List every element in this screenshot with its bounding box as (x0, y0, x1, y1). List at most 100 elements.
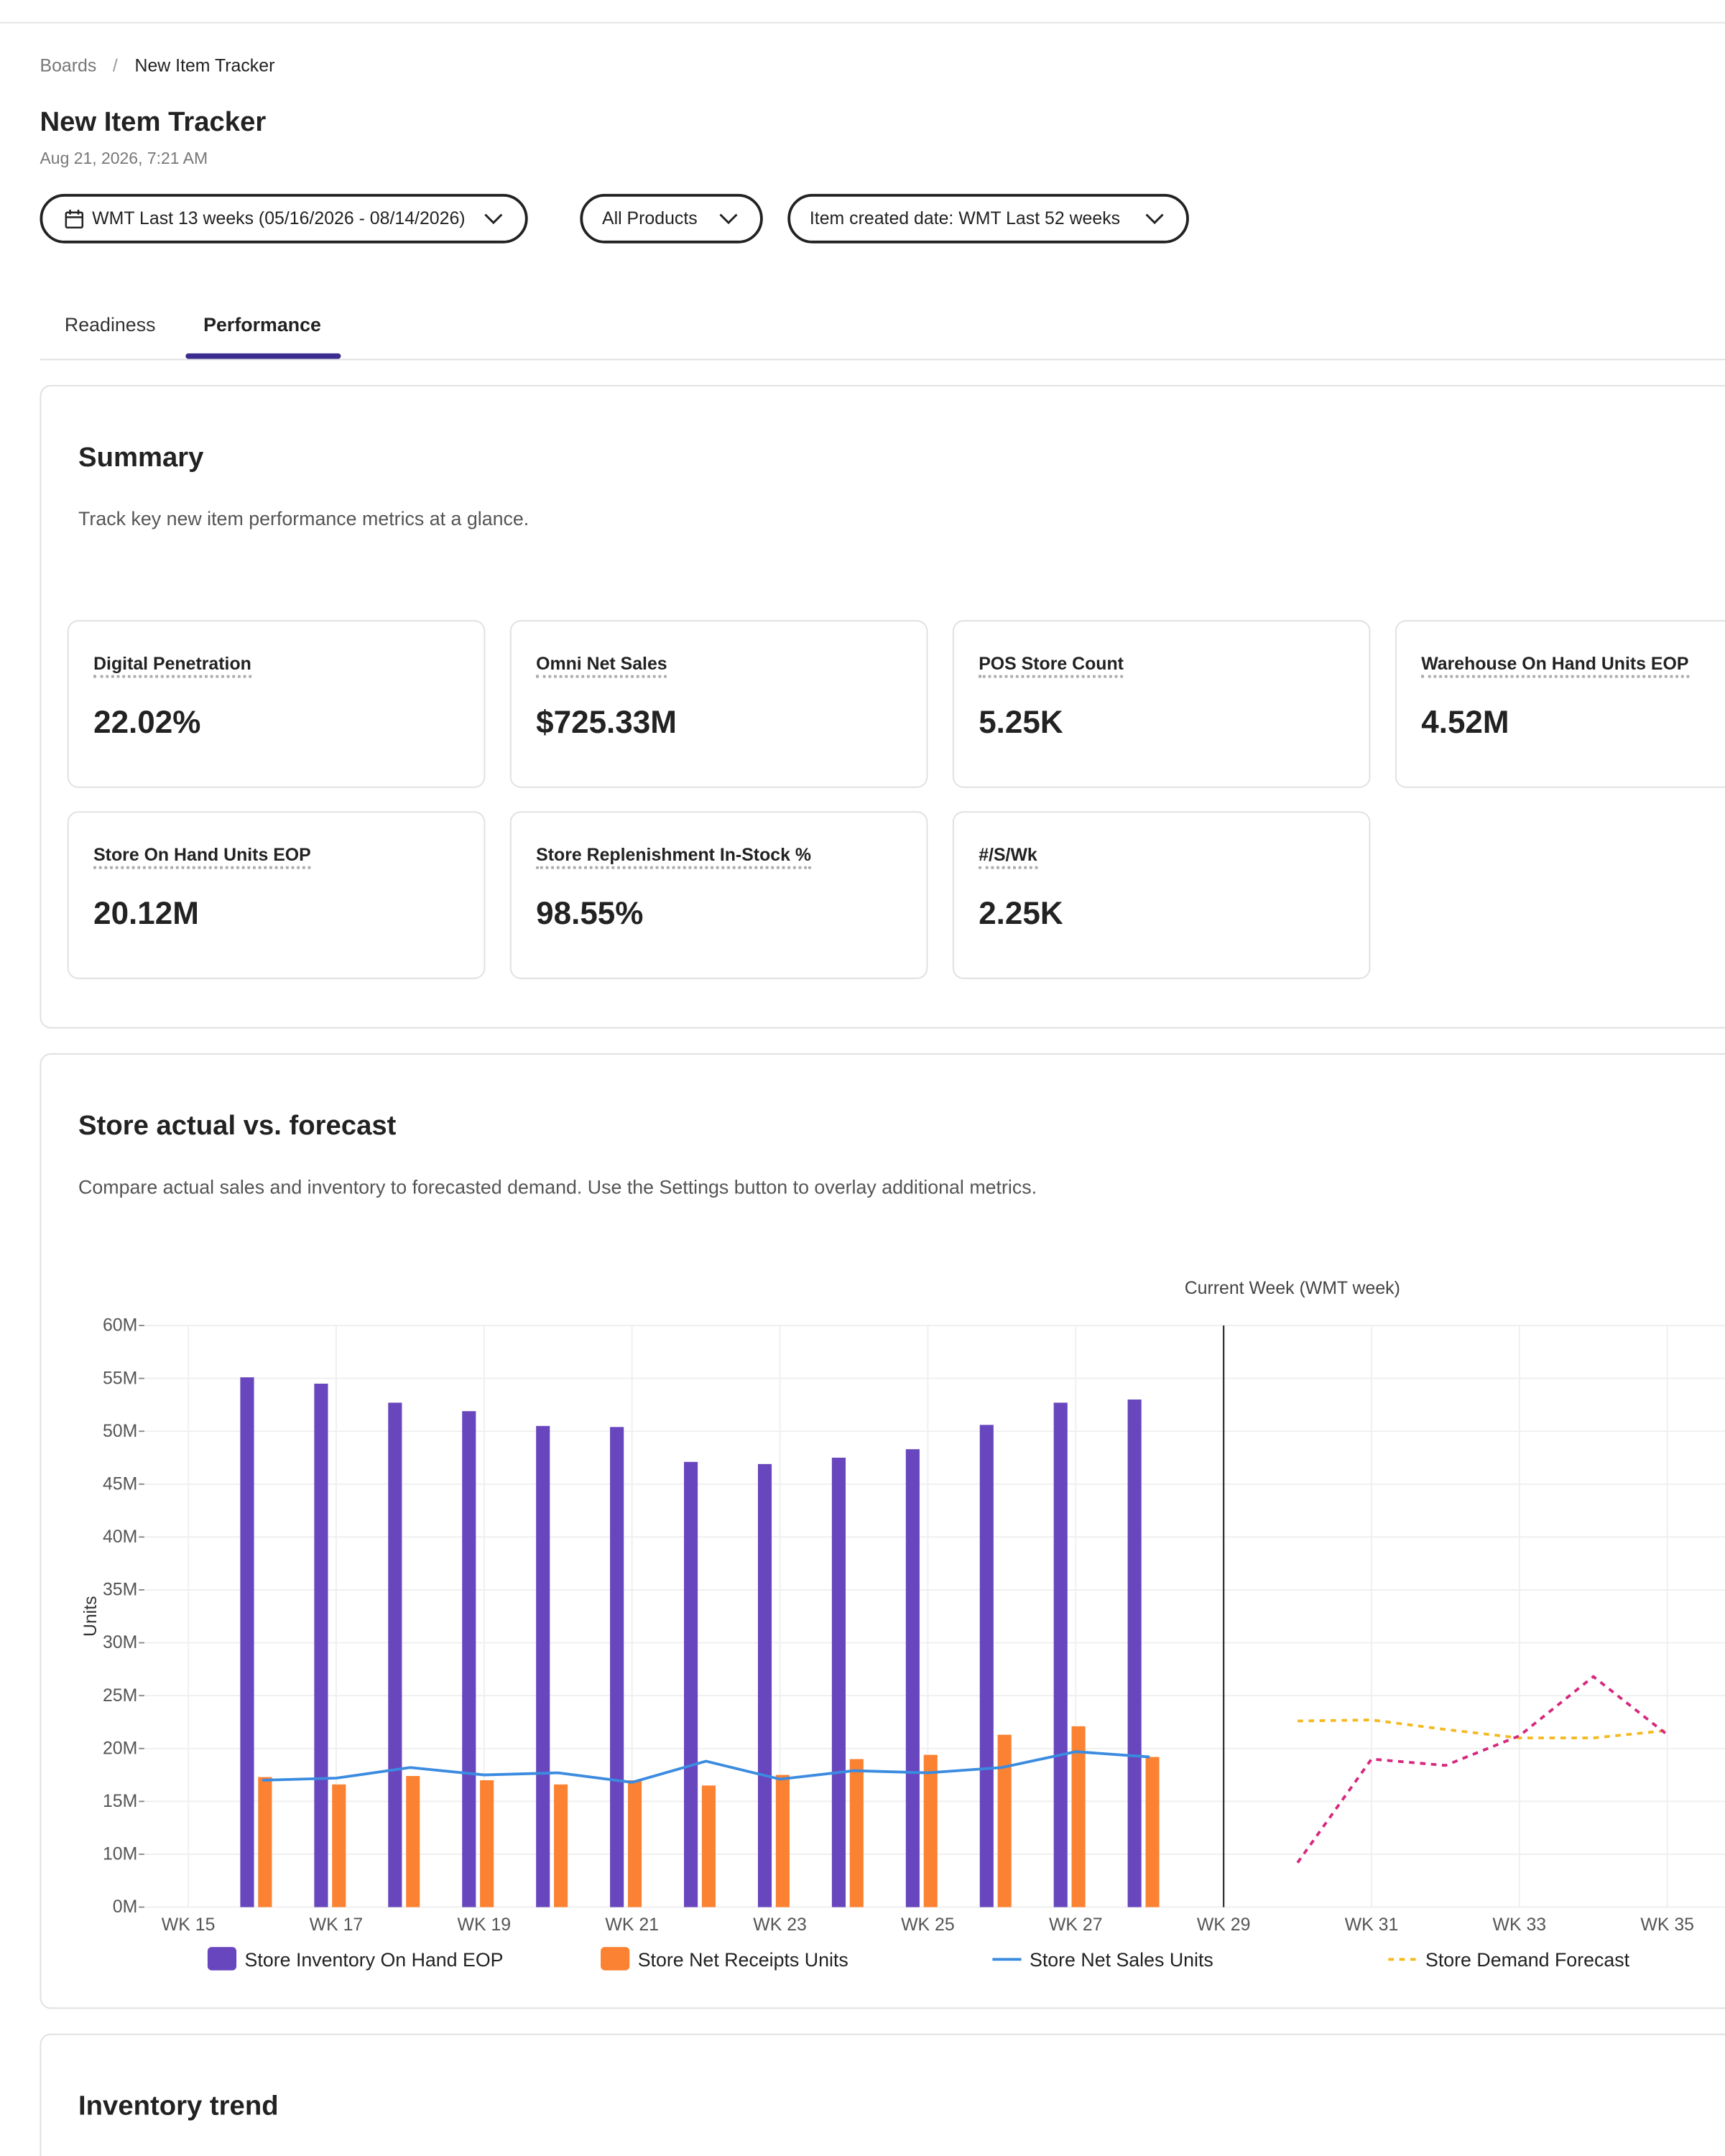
x-tick-label: WK 21 (605, 1915, 659, 1935)
bar (388, 1402, 402, 1907)
tab-active[interactable]: Performance (203, 313, 321, 336)
line (262, 1750, 1150, 1784)
bar (462, 1411, 476, 1907)
bar (1145, 1757, 1160, 1907)
section-title: Store actual vs. forecast (78, 1111, 397, 1142)
kpi-label[interactable]: Warehouse On Hand Units EOP (1421, 653, 1689, 678)
kpi-label[interactable]: Digital Penetration (93, 653, 251, 678)
bar (332, 1784, 346, 1907)
kpi-card: Omni Net Sales $725.33M (509, 620, 928, 788)
breadcrumb-separator: / (112, 55, 118, 76)
y-tick-label: 0M (113, 1897, 138, 1917)
y-tick-label: 50M (103, 1421, 137, 1441)
legend-label: Store Inventory On Hand EOP (245, 1949, 504, 1971)
bar (1053, 1402, 1068, 1907)
bar (775, 1775, 790, 1907)
bar (240, 1377, 254, 1907)
kpi-card: Store Replenishment In-Stock % 98.55% (509, 811, 928, 979)
y-tick-label: 15M (103, 1791, 137, 1811)
kpi-label[interactable]: #/S/Wk (979, 844, 1037, 869)
kpi-value: $725.33M (536, 703, 677, 740)
bar (831, 1457, 846, 1907)
breadcrumb-current: New Item Tracker (134, 55, 275, 76)
kpi-label[interactable]: Store Replenishment In-Stock % (536, 844, 811, 869)
bar (923, 1754, 938, 1907)
y-tick-label: 10M (103, 1844, 137, 1864)
legend-label: Store Net Sales Units (1030, 1949, 1213, 1971)
x-tick-label: WK 27 (1049, 1915, 1103, 1935)
kpi-value: 2.25K (979, 894, 1063, 931)
y-axis-label: Units (80, 1596, 101, 1637)
x-tick-label: WK 15 (162, 1915, 216, 1935)
y-tick-label: 25M (103, 1685, 137, 1706)
bar (627, 1780, 642, 1907)
date-filter[interactable]: WMT Last 13 weeks (05/16/2026 - 08/14/20… (40, 193, 529, 244)
x-tick-label: WK 25 (901, 1915, 955, 1935)
tab-indicator (185, 353, 341, 359)
bar (997, 1734, 1012, 1907)
x-tick-label: WK 35 (1640, 1915, 1694, 1935)
kpi-value: 5.25K (979, 703, 1063, 740)
kpi-label[interactable]: Store On Hand Units EOP (93, 844, 311, 869)
section-title: Inventory trend (78, 2091, 279, 2122)
kpi-label[interactable]: Omni Net Sales (536, 653, 667, 678)
inventory-card (40, 2033, 1725, 2156)
kpi-value: 22.02% (93, 703, 201, 740)
x-tick-label: WK 17 (310, 1915, 364, 1935)
y-tick-label: 35M (103, 1580, 137, 1600)
bar (554, 1784, 568, 1907)
x-tick-label: WK 31 (1345, 1915, 1399, 1935)
line (1298, 1718, 1668, 1739)
y-tick-label: 55M (103, 1368, 137, 1388)
kpi-value: 4.52M (1421, 703, 1509, 740)
chevron (720, 213, 739, 225)
x-tick-label: WK 23 (753, 1915, 807, 1935)
chevron (1145, 213, 1164, 225)
x-tick-label: WK 33 (1493, 1915, 1547, 1935)
bar (258, 1777, 272, 1907)
legend-label: Store Net Receipts Units (638, 1949, 848, 1971)
legend-label: Store Demand Forecast (1425, 1949, 1630, 1971)
bar (701, 1785, 716, 1907)
y-tick-label: 20M (103, 1738, 137, 1758)
bar (905, 1449, 920, 1907)
tab-divider (40, 358, 1725, 361)
bar (480, 1780, 494, 1907)
y-tick-label: 30M (103, 1632, 137, 1652)
kpi-card: Digital Penetration 22.02% (67, 620, 486, 788)
breadcrumb-link[interactable]: Boards (40, 55, 97, 76)
kpi-card: POS Store Count 5.25K (952, 620, 1371, 788)
bar (757, 1463, 772, 1907)
x-tick-label: WK 29 (1197, 1915, 1251, 1935)
y-tick-label: 40M (103, 1527, 137, 1547)
kpi-card: #/S/Wk 2.25K (952, 811, 1371, 979)
bar (684, 1461, 698, 1907)
top-divider (0, 22, 1725, 24)
bar (1127, 1399, 1142, 1907)
section-subtitle: Track key new item performance metrics a… (78, 507, 529, 529)
kpi-card: Warehouse On Hand Units EOP 4.52M (1395, 620, 1725, 788)
kpi-label[interactable]: POS Store Count (979, 653, 1124, 678)
filter-label: Item created date: WMT Last 52 weeks (809, 207, 1121, 228)
filter-label: All Products (601, 207, 698, 228)
legend-swatch (601, 1947, 630, 1971)
created-date-filter[interactable]: Item created date: WMT Last 52 weeks (787, 193, 1189, 244)
filter-label: WMT Last 13 weeks (05/16/2026 - 08/14/20… (92, 207, 466, 228)
tab[interactable]: Readiness (64, 313, 156, 336)
legend-swatch (207, 1947, 237, 1971)
product-filter[interactable]: All Products (580, 193, 764, 244)
kpi-value: 98.55% (536, 894, 644, 931)
section-title: Summary (78, 443, 204, 473)
page-title: New Item Tracker (40, 107, 267, 138)
bar (1071, 1726, 1086, 1907)
y-tick-label: 60M (103, 1315, 137, 1336)
bar (314, 1383, 328, 1907)
bar (849, 1759, 864, 1907)
calendar-icon (65, 209, 84, 228)
chart: 0M 10M 15M 20M 25M 30M 35M 40M 45M 50M 55M 60M Units… (80, 1278, 1725, 1971)
y-tick-label: 45M (103, 1473, 137, 1494)
bar (406, 1776, 420, 1907)
x-tick-label: WK 19 (458, 1915, 512, 1935)
